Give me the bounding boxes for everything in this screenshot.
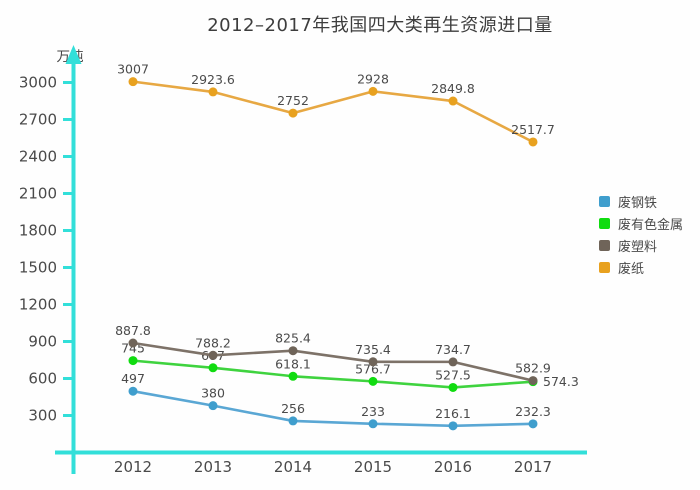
data-point-waste-plastic: [448, 357, 458, 367]
data-point-scrap-steel: [368, 419, 378, 429]
data-point-label-waste-plastic: 825.4: [275, 331, 311, 346]
data-point-waste-plastic: [288, 346, 298, 356]
data-point-label-nonferrous-metal: 576.7: [355, 361, 391, 376]
x-category-label: 2017: [514, 458, 552, 476]
series-line-scrap-steel: [131, 389, 535, 428]
data-point-nonferrous-metal: [208, 363, 218, 373]
data-point-label-waste-paper: 2517.7: [511, 122, 555, 137]
y-tick-label: 2400: [19, 148, 57, 166]
x-category-label: 2016: [434, 458, 472, 476]
data-point-nonferrous-metal: [368, 376, 378, 386]
data-point-nonferrous-metal: [288, 371, 298, 381]
data-point-waste-plastic: [128, 338, 138, 348]
data-point-label-waste-plastic: 734.7: [435, 342, 471, 357]
series-line-nonferrous-metal: [131, 359, 535, 389]
legend-item-waste-paper: 废纸: [599, 256, 683, 278]
data-point-nonferrous-metal: [448, 382, 458, 392]
x-category-label: 2012: [114, 458, 152, 476]
data-point-label-waste-paper: 2752: [277, 93, 309, 108]
y-tick-label: 900: [28, 333, 57, 351]
legend-swatch-icon: [599, 261, 610, 273]
data-point-waste-plastic: [208, 350, 218, 360]
data-point-scrap-steel: [208, 401, 218, 411]
data-point-label-waste-plastic: 735.4: [355, 342, 391, 357]
data-point-label-waste-plastic: 582.9: [515, 361, 551, 376]
y-tick-label: 3000: [19, 74, 57, 92]
data-point-waste-paper: [208, 87, 218, 97]
legend-swatch-icon: [599, 239, 610, 251]
legend-item-waste-plastic: 废塑料: [599, 234, 683, 256]
data-point-label-nonferrous-metal: 527.5: [435, 367, 471, 382]
y-axis-arrow-icon: [65, 45, 82, 64]
data-point-scrap-steel: [448, 421, 458, 431]
legend-label: 废有色金属: [618, 217, 684, 233]
data-point-label-waste-paper: 2928: [357, 71, 389, 86]
data-point-label-nonferrous-metal: 618.1: [275, 356, 311, 371]
legend-label: 废纸: [618, 261, 645, 277]
x-category-label: 2015: [354, 458, 392, 476]
data-point-label-waste-paper: 3007: [117, 62, 149, 77]
chart-title: 2012–2017年我国四大类再生资源进口量: [207, 15, 553, 36]
legend-item-nonferrous-metal: 废有色金属: [599, 212, 683, 234]
data-point-label-nonferrous-metal: 574.3: [543, 374, 579, 389]
data-point-label-waste-plastic: 887.8: [115, 323, 151, 338]
data-point-label-scrap-steel: 497: [121, 371, 145, 386]
legend-item-scrap-steel: 废钢铁: [599, 190, 683, 212]
data-point-label-scrap-steel: 233: [361, 404, 385, 419]
y-tick-label: 2100: [19, 185, 57, 203]
data-point-scrap-steel: [288, 416, 298, 426]
data-point-label-waste-paper: 2849.8: [431, 81, 475, 96]
data-point-waste-paper: [448, 96, 458, 106]
data-point-label-waste-plastic: 788.2: [195, 335, 231, 350]
data-point-label-scrap-steel: 256: [281, 401, 305, 416]
x-category-label: 2014: [274, 458, 312, 476]
y-tick-label: 1800: [19, 222, 57, 240]
data-point-waste-plastic: [528, 376, 538, 386]
data-point-waste-paper: [288, 108, 298, 118]
data-point-scrap-steel: [128, 386, 138, 396]
data-point-waste-paper: [368, 86, 378, 96]
data-point-waste-paper: [528, 137, 538, 147]
data-point-label-scrap-steel: 380: [201, 386, 225, 401]
series-line-waste-plastic: [131, 341, 535, 382]
data-point-label-scrap-steel: 216.1: [435, 406, 471, 421]
y-tick-label: 1200: [19, 296, 57, 314]
data-point-label-scrap-steel: 232.3: [515, 404, 551, 419]
legend-label: 废塑料: [618, 239, 658, 255]
y-tick-label: 300: [28, 407, 57, 425]
data-point-waste-paper: [128, 77, 138, 87]
legend: 废钢铁废有色金属废塑料废纸: [599, 190, 683, 278]
y-tick-label: 1500: [19, 259, 57, 277]
data-point-nonferrous-metal: [128, 356, 138, 366]
x-category-label: 2013: [194, 458, 232, 476]
data-point-scrap-steel: [528, 419, 538, 429]
legend-swatch-icon: [599, 195, 610, 207]
y-tick-label: 600: [28, 370, 57, 388]
series-line-waste-paper: [131, 80, 535, 144]
data-point-label-waste-paper: 2923.6: [191, 72, 235, 87]
y-tick-label: 2700: [19, 111, 57, 129]
data-point-waste-plastic: [368, 357, 378, 367]
legend-label: 废钢铁: [618, 195, 658, 211]
legend-swatch-icon: [599, 217, 610, 229]
